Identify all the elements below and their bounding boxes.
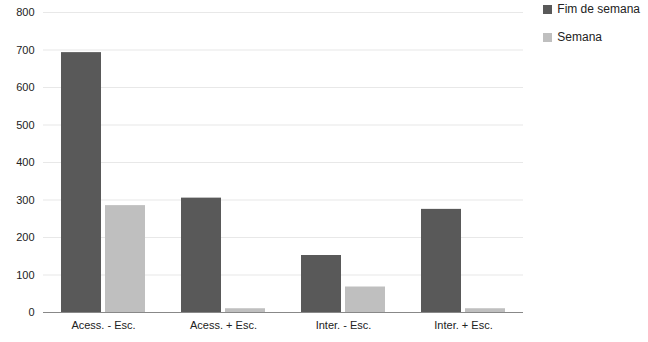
svg-text:600: 600 bbox=[16, 81, 34, 93]
html-text:Fim de semana: Fim de semana bbox=[557, 2, 640, 16]
svg-text:Inter. - Esc.: Inter. - Esc. bbox=[316, 319, 372, 331]
svg-text:400: 400 bbox=[16, 156, 34, 168]
svg-text:700: 700 bbox=[16, 44, 34, 56]
svg-text:Acess. - Esc.: Acess. - Esc. bbox=[71, 319, 135, 331]
svg-text:Inter. + Esc.: Inter. + Esc. bbox=[434, 319, 492, 331]
html-text:Semana: Semana bbox=[557, 30, 602, 44]
svg-text:800: 800 bbox=[16, 6, 34, 18]
svg-text:300: 300 bbox=[16, 194, 34, 206]
svg-text:200: 200 bbox=[16, 231, 34, 243]
svg-text:0: 0 bbox=[28, 306, 34, 318]
svg-text:100: 100 bbox=[16, 269, 34, 281]
svg-text:500: 500 bbox=[16, 119, 34, 131]
svg-text:Acess. + Esc.: Acess. + Esc. bbox=[190, 319, 257, 331]
